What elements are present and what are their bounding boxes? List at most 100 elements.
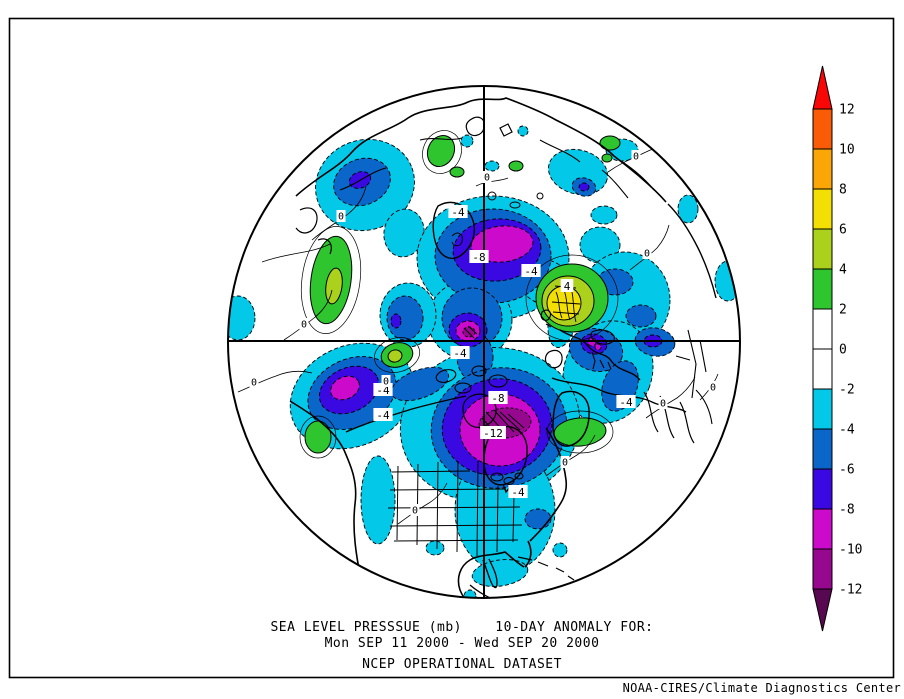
contour-label-box <box>469 250 489 263</box>
colorbar: 12 10 8 6 4 2 0 -2 -4 -6 -8 -10 -12 <box>812 65 862 632</box>
colorbar-tick-label: -4 <box>839 423 855 438</box>
contour-label: -4 <box>451 206 465 219</box>
colorbar-tick-label: 4 <box>839 263 847 278</box>
zero-contour-lines-shape <box>629 224 670 271</box>
anomaly-regions-indigo-shape <box>578 182 590 192</box>
coastlines-shape <box>289 400 363 585</box>
colorbar-tick-label: 0 <box>839 343 847 358</box>
figure-frame <box>8 17 895 679</box>
contour-label-box <box>448 205 468 218</box>
colorbar-segment <box>812 108 833 150</box>
colorbar-segment <box>812 308 833 350</box>
anomaly-regions-blue-shape <box>390 366 450 402</box>
anomaly-regions-cyan-shape <box>460 134 474 148</box>
contour-label-box <box>508 485 528 498</box>
contour-label-box <box>480 426 506 439</box>
coastlines-shape <box>536 192 544 200</box>
colorbar-tick-label: -2 <box>839 383 855 398</box>
anomaly-regions-cyan-shape <box>517 125 529 137</box>
colorbar-segment <box>812 388 833 430</box>
colorbar-tick-label: -6 <box>839 463 855 478</box>
anomaly-regions-yellowgreen-shape <box>387 349 403 363</box>
contour-label: -4 <box>376 384 390 397</box>
credit-text: NOAA-CIRES/Climate Diagnostics Center <box>622 681 901 695</box>
colorbar-tick-label: 8 <box>839 183 847 198</box>
contour-label-box <box>521 264 541 277</box>
colorbar-tick-label: 12 <box>839 103 855 118</box>
anomaly-regions-cyan-shape <box>484 160 500 172</box>
coastlines-shape <box>517 556 575 581</box>
zero-label-box <box>410 504 420 516</box>
zero-contour-lines-shape <box>311 185 367 241</box>
colorbar-segment <box>812 228 833 270</box>
anomaly-regions-blue-shape <box>625 304 657 328</box>
anomaly-regions-magenta-shape <box>330 375 360 401</box>
coastlines-shape <box>295 97 667 203</box>
colorbar-segment <box>812 548 833 590</box>
map-area <box>228 97 740 598</box>
contour-label-box <box>450 346 470 359</box>
anomaly-regions-green-shape <box>449 166 465 178</box>
zero-contour-label: 0 <box>644 249 650 260</box>
anomaly-regions-cyan-shape <box>510 595 522 598</box>
anomaly-regions-cyan-shape <box>677 194 699 224</box>
zero-contour-rings-shape <box>422 130 462 174</box>
anomaly-regions-cyan-shape <box>552 542 568 558</box>
map-title: SEA LEVEL PRESSSUE (mb) 10-DAY ANOMALY F… <box>270 620 654 635</box>
zero-label-box <box>642 247 652 259</box>
zero-label-box <box>658 397 668 409</box>
zero-contour-lines-shape <box>475 177 509 187</box>
coastlines-shape <box>559 329 641 381</box>
zero-contour-label: 0 <box>484 173 490 184</box>
anomaly-regions-cyan-shape <box>360 455 396 545</box>
coastlines-shape <box>435 369 457 383</box>
zero-label-box <box>249 376 259 388</box>
colorbar-tick-label: -10 <box>839 543 862 558</box>
colorbar-segment <box>812 508 833 550</box>
coastlines-shape <box>345 395 467 433</box>
contour-label-box <box>488 391 508 404</box>
anomaly-regions-yellowgreen-shape <box>325 267 343 305</box>
zero-contour-label: 0 <box>383 377 389 388</box>
contour-label-box <box>560 279 574 292</box>
colorbar-tick-label: 10 <box>839 143 855 158</box>
coastlines-shape <box>544 349 563 369</box>
coastlines-shape <box>643 391 695 444</box>
anomaly-regions-cyan-shape <box>650 125 670 139</box>
anomaly-regions-green-shape <box>304 420 332 454</box>
zero-contour-label: 0 <box>412 506 418 517</box>
coastlines-shape <box>509 201 521 209</box>
zero-label-box <box>708 381 718 393</box>
anomaly-regions-cyan-shape <box>590 205 618 225</box>
zero-contour-lines-shape <box>283 289 333 341</box>
coastlines-shape <box>514 472 524 480</box>
coastlines-shape <box>591 351 612 370</box>
caspian-coast-scribbles <box>551 285 581 323</box>
coastlines-shape <box>503 476 515 486</box>
zero-label-box <box>381 375 391 387</box>
zero-label-box <box>336 210 346 222</box>
contour-label: -4 <box>453 347 467 360</box>
colorbar-tick-label: -8 <box>839 503 855 518</box>
contour-label-box <box>616 395 636 408</box>
anomaly-regions-cyan-shape <box>425 540 445 556</box>
zero-contour-label: 0 <box>633 152 639 163</box>
coastlines-shape <box>590 329 615 345</box>
anomaly-regions-blue-shape <box>524 508 552 530</box>
zero-contour-rings-shape <box>300 226 362 334</box>
colorbar-arrow-up <box>812 65 833 110</box>
colorbar-segment <box>812 188 833 230</box>
coastlines-shape <box>454 382 472 394</box>
contour-label: -12 <box>483 427 503 440</box>
colorbar-tick-label: -12 <box>839 583 862 598</box>
coastlines-shape <box>451 232 463 247</box>
coastlines-shape <box>540 309 552 328</box>
coastlines-shape <box>552 390 590 447</box>
zero-contour-label: 0 <box>710 383 716 394</box>
contour-label: -4 <box>619 396 633 409</box>
contour-label-box <box>373 408 393 421</box>
contour-label: -4 <box>524 265 538 278</box>
zero-contour-rings-shape <box>374 337 420 373</box>
anomaly-regions-indigo-shape <box>390 313 402 329</box>
